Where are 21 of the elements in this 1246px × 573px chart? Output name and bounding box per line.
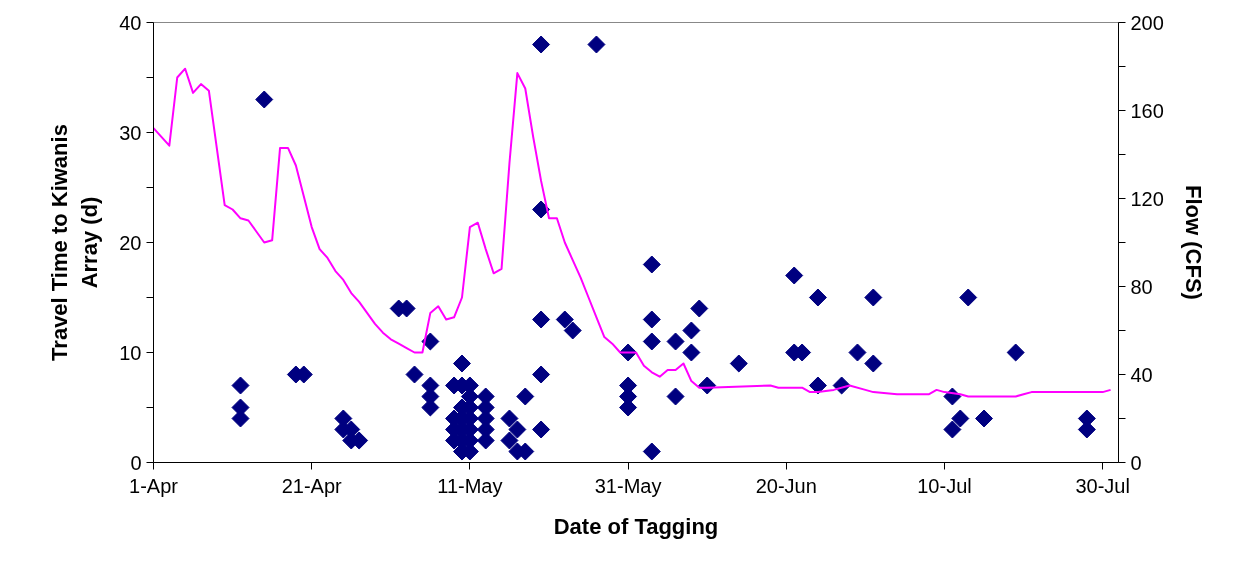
y-tick-label: 30 (119, 121, 142, 144)
x-tick-label: 20-Jun (755, 474, 817, 497)
y-tick-label: 10 (119, 341, 142, 364)
x-tick-label: 11-May (437, 474, 503, 497)
y-tick-label: 20 (119, 231, 142, 254)
y2-tick-label: 200 (1130, 11, 1164, 34)
x-tick-label: 30-Jul (1075, 474, 1130, 497)
y-axis-title: Travel Time to Kiwanis Array (d) (47, 124, 103, 361)
y2-tick-label: 160 (1130, 99, 1164, 122)
y-tick-label: 0 (130, 451, 142, 474)
x-tick-label: 31-May (594, 474, 662, 497)
x-tick-label: 10-Jul (917, 474, 972, 497)
x-axis-title: Date of Tagging (553, 513, 719, 539)
y-tick-label: 40 (119, 11, 142, 34)
x-tick-label: 1-Apr (129, 474, 179, 497)
y2-tick-label: 40 (1130, 363, 1153, 386)
x-tick-label: 21-Apr (281, 474, 343, 497)
y2-tick-label: 120 (1130, 187, 1164, 210)
y2-axis-title: Flow (CFS) (1180, 185, 1206, 300)
y2-tick-label: 0 (1130, 451, 1142, 474)
y2-tick-label: 80 (1130, 275, 1153, 298)
